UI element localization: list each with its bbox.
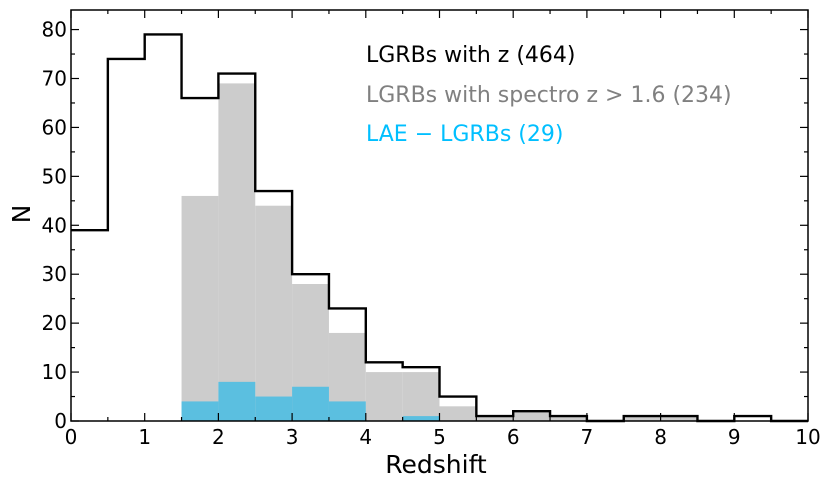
- bar-spectro-bin-3: [181, 195, 219, 421]
- y-tick-label: 40: [42, 213, 67, 237]
- y-axis-label: N: [7, 205, 36, 224]
- x-tick-label: 2: [212, 425, 225, 449]
- x-tick-label: 3: [286, 425, 299, 449]
- x-tick-label: 4: [359, 425, 372, 449]
- legend: LGRBs with z (464) LGRBs with spectro z …: [366, 43, 732, 147]
- x-tick-label: 5: [433, 425, 446, 449]
- legend-entry-spectro-z: LGRBs with spectro z > 1.6 (234): [366, 83, 732, 108]
- bar-lae-bin-5: [255, 396, 293, 421]
- x-tick-labels: 0 1 2 3 4 5 6 7 8 9 10: [65, 425, 821, 449]
- legend-entry-lgrbs-with-z: LGRBs with z (464): [366, 43, 576, 68]
- blue-bars-group: [181, 381, 440, 421]
- bar-lae-bin-7: [328, 401, 366, 421]
- bar-spectro-bin-16: [660, 416, 698, 421]
- bar-lae-bin-9: [402, 416, 440, 421]
- bar-spectro-bin-12: [513, 411, 551, 421]
- bar-spectro-bin-9: [402, 372, 440, 421]
- bar-lae-bin-6: [292, 386, 329, 421]
- bar-spectro-bin-10: [439, 406, 477, 421]
- y-tick-label: 60: [42, 115, 67, 139]
- bar-lae-bin-4: [218, 381, 256, 421]
- x-tick-label: 9: [728, 425, 741, 449]
- y-tick-label: 0: [54, 409, 67, 433]
- bar-spectro-bin-5: [255, 205, 293, 421]
- x-tick-label: 6: [507, 425, 520, 449]
- y-tick-label: 80: [42, 18, 67, 42]
- bar-spectro-bin-13: [550, 416, 587, 421]
- x-tick-label: 7: [581, 425, 594, 449]
- bar-spectro-bin-8: [365, 372, 403, 421]
- bar-spectro-bin-4: [218, 83, 256, 422]
- bar-spectro-bin-11: [476, 416, 514, 421]
- y-tick-label: 20: [42, 311, 67, 335]
- y-tick-labels: 0 10 20 30 40 50 60 70 80: [42, 18, 67, 433]
- y-tick-label: 70: [42, 67, 67, 91]
- legend-entry-lae-lgrbs: LAE − LGRBs (29): [366, 122, 563, 147]
- y-tick-label: 50: [42, 164, 67, 188]
- bar-spectro-bin-15: [623, 416, 661, 421]
- x-axis-label: Redshift: [385, 450, 487, 479]
- axis-ticks-group: [70, 10, 809, 422]
- x-tick-label: 1: [138, 425, 151, 449]
- y-tick-label: 10: [42, 360, 67, 384]
- x-tick-label: 0: [65, 425, 78, 449]
- y-tick-label: 30: [42, 262, 67, 286]
- x-tick-label: 8: [654, 425, 667, 449]
- x-tick-label: 10: [795, 425, 820, 449]
- bar-lae-bin-3: [181, 401, 219, 421]
- step-line-lgrbs-with-z: [71, 33, 808, 423]
